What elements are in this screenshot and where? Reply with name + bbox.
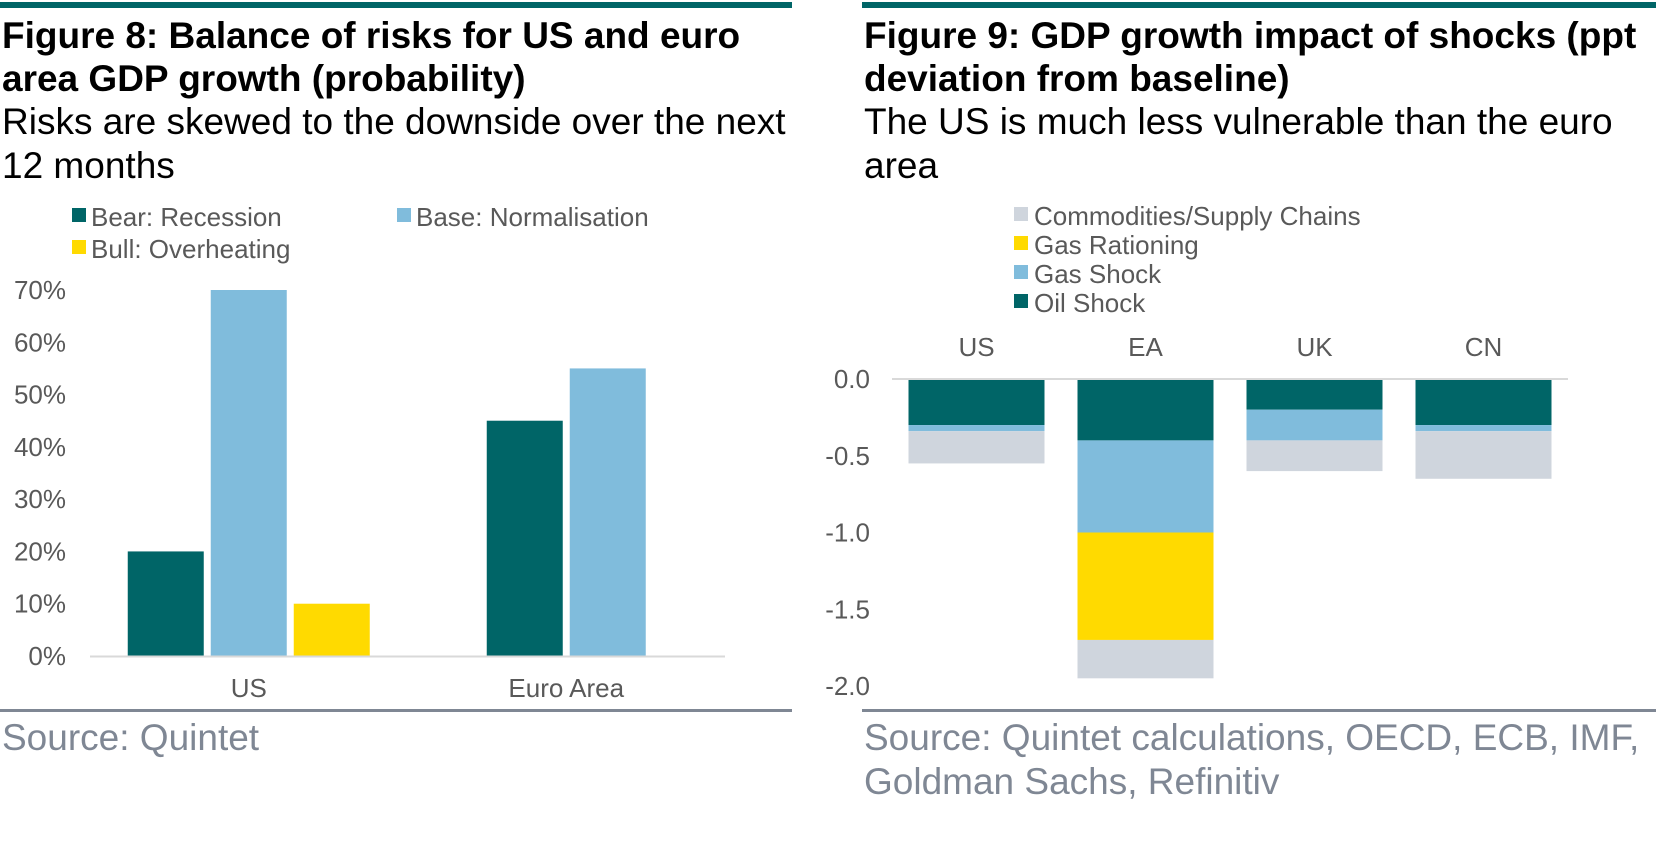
x-category-label: CN (1465, 332, 1503, 362)
y-tick-label: 30% (14, 484, 66, 514)
y-tick-label: 10% (14, 589, 66, 619)
bar-us-gas-shock (908, 425, 1045, 432)
bar-uk-oil-shock (1246, 379, 1383, 410)
x-category-label: UK (1296, 332, 1333, 362)
bar-uk-commodities-supply-chains (1246, 440, 1383, 472)
y-tick-label: -1.5 (825, 594, 870, 624)
legend-label-commodities-supply-chains: Commodities/Supply Chains (1034, 201, 1361, 231)
y-tick-label: 40% (14, 432, 66, 462)
legend-label-bull-overheating: Bull: Overheating (91, 234, 290, 264)
bar-ea-gas-rationing (1077, 532, 1214, 640)
legend-swatch-gas-rationing (1014, 236, 1028, 250)
x-category-label: US (958, 332, 994, 362)
figure-8-source: Source: Quintet (2, 717, 260, 758)
legend-label-bear-recession: Bear: Recession (91, 202, 282, 232)
bar-euro-area-base-normalisation (569, 368, 646, 656)
y-tick-label: 0.0 (834, 364, 870, 394)
bar-us-oil-shock (908, 379, 1045, 426)
legend-label-gas-shock: Gas Shock (1034, 259, 1162, 289)
legend-label-oil-shock: Oil Shock (1034, 288, 1146, 318)
bar-uk-gas-shock (1246, 409, 1383, 441)
figure-8-subtitle: Risks are skewed to the downside over th… (2, 101, 786, 186)
y-tick-label: 60% (14, 327, 66, 357)
bar-us-bear-recession (127, 551, 204, 656)
bottom-rule (862, 709, 1656, 712)
bar-us-bull-overheating (293, 603, 370, 656)
y-tick-label: 0% (28, 641, 66, 671)
x-category-label: US (231, 673, 267, 703)
bar-cn-commodities-supply-chains (1415, 431, 1552, 479)
legend-swatch-oil-shock (1014, 294, 1028, 308)
x-category-label: Euro Area (508, 673, 624, 703)
y-tick-label: 70% (14, 275, 66, 305)
bar-ea-commodities-supply-chains (1077, 639, 1214, 679)
legend-swatch-commodities-supply-chains (1014, 207, 1028, 221)
bar-ea-gas-shock (1077, 440, 1214, 533)
bar-cn-gas-shock (1415, 425, 1552, 432)
bar-us-commodities-supply-chains (908, 431, 1045, 464)
legend-label-base-normalisation: Base: Normalisation (416, 202, 649, 232)
figure-8-chart: Bear: Recession Base: Normalisation Bull: … (14, 202, 725, 703)
figure-8-title: Figure 8: Balance of risks for US and eu… (2, 15, 741, 99)
legend-swatch-bear-recession (72, 208, 86, 222)
legend-label-gas-rationing: Gas Rationing (1034, 230, 1199, 260)
legend-swatch-bull-overheating (72, 240, 86, 254)
figure-8-panel: Figure 8: Balance of risks for US and eu… (0, 0, 792, 842)
figure-9-source: Source: Quintet calculations, OECD, ECB,… (864, 717, 1640, 802)
top-rule (0, 2, 792, 8)
bar-euro-area-bear-recession (486, 420, 563, 656)
figure-9-subtitle: The US is much less vulnerable than the … (864, 101, 1613, 186)
bottom-rule (0, 709, 792, 712)
bar-cn-oil-shock (1415, 379, 1552, 426)
top-rule (862, 2, 1656, 8)
y-tick-label: 20% (14, 536, 66, 566)
bar-ea-oil-shock (1077, 379, 1214, 441)
bar-us-base-normalisation (210, 290, 287, 656)
figure-9-panel: Figure 9: GDP growth impact of shocks (p… (825, 0, 1656, 842)
y-tick-label: -2.0 (825, 671, 870, 701)
y-tick-label: 50% (14, 380, 66, 410)
x-category-label: EA (1128, 332, 1163, 362)
y-tick-label: -0.5 (825, 441, 870, 471)
legend-swatch-base-normalisation (397, 208, 411, 222)
legend-swatch-gas-shock (1014, 265, 1028, 279)
figure-9-title: Figure 9: GDP growth impact of shocks (p… (864, 15, 1637, 99)
y-tick-label: -1.0 (825, 518, 870, 548)
